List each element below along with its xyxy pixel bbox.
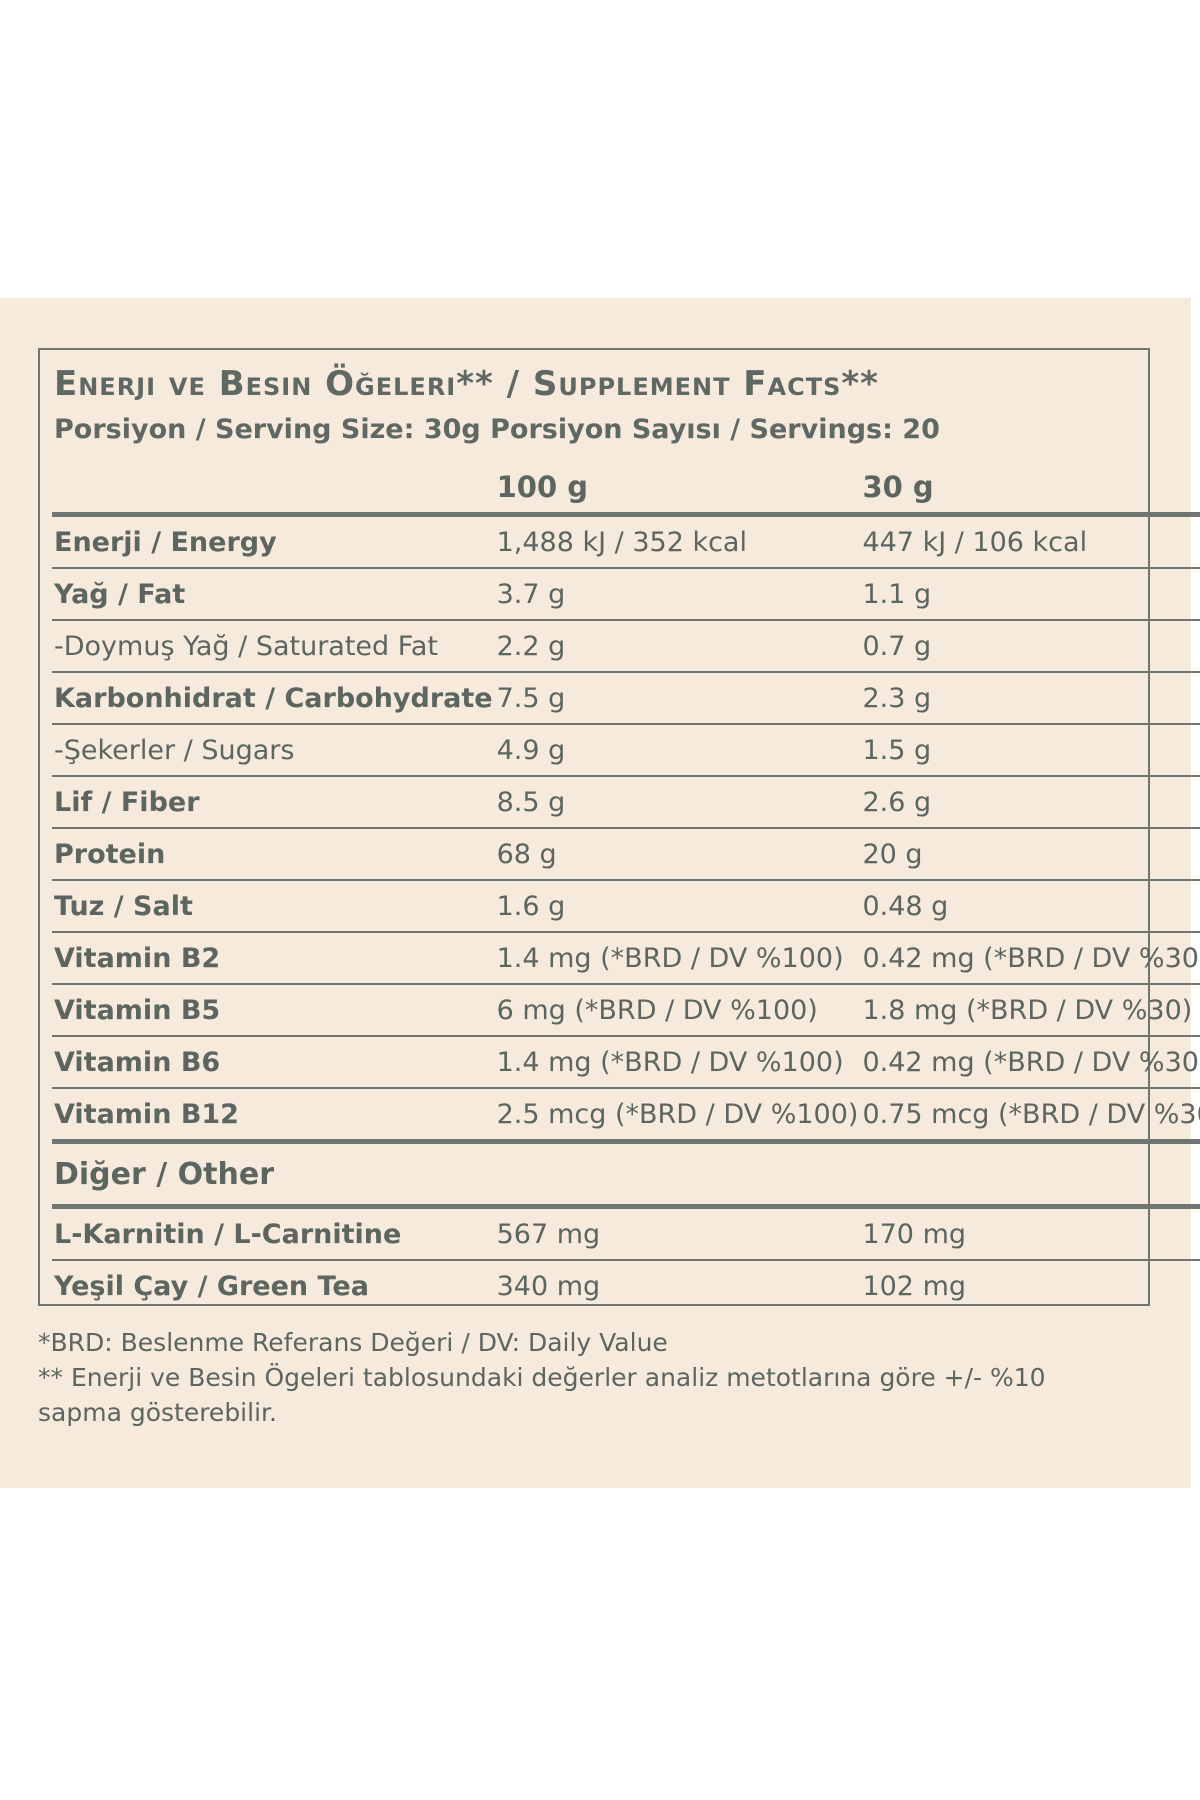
nutrient-name: Vitamin B6 — [52, 1036, 495, 1089]
value-per100: 8.5 g — [494, 776, 861, 829]
header-per100: 100 g — [494, 462, 861, 517]
table-row: Yeşil Çay / Green Tea 340 mg 102 mg — [52, 1260, 1200, 1311]
value-per30: 20 g — [860, 828, 1200, 881]
value-per100: 340 mg — [496, 1270, 601, 1302]
value-per30: 170 mg — [860, 1206, 1200, 1261]
table-row: Vitamin B6 1.4 mg (*BRD / DV %100) 0.42 … — [52, 1036, 1200, 1089]
nutrition-table: 100 g 30 g Enerji / Energy 1,488 kJ / 35… — [52, 462, 1200, 1311]
value-per30: 2.6 g — [860, 776, 1200, 829]
value-per100: 2.5 mcg (*BRD / DV %100) — [494, 1088, 861, 1144]
table-row: Protein 68 g 20 g — [52, 828, 1200, 881]
nutrient-name: Vitamin B2 — [52, 932, 495, 985]
table-row: Vitamin B5 6 mg (*BRD / DV %100) 1.8 mg … — [52, 984, 1200, 1037]
table-row: Vitamin B12 2.5 mcg (*BRD / DV %100) 0.7… — [52, 1088, 1200, 1144]
value-per100: 1.4 mg (*BRD / DV %100) — [494, 932, 861, 985]
table-row: -Şekerler / Sugars 4.9 g 1.5 g — [52, 724, 1200, 777]
nutrient-name: L-Karnitin / L-Carnitine — [52, 1206, 495, 1261]
value-per100: 1.4 mg (*BRD / DV %100) — [494, 1036, 861, 1089]
other-heading: Diğer / Other — [52, 1141, 1200, 1209]
footnote-variance: ** Enerji ve Besin Ögeleri tablosundaki … — [38, 1363, 1046, 1392]
nutrient-name: Protein — [52, 828, 495, 881]
serving-info: Porsiyon / Serving Size: 30g Porsiyon Sa… — [54, 414, 940, 445]
value-per30: 2.3 g — [860, 672, 1200, 725]
value-per30: 1.1 g — [860, 568, 1200, 621]
nutrient-name: -Şekerler / Sugars — [52, 724, 495, 777]
facts-title: Enerji ve Besin Öğeleri** / Supplement F… — [54, 364, 879, 404]
table-row: L-Karnitin / L-Carnitine 567 mg 170 mg — [52, 1206, 1200, 1261]
nutrient-name: Yağ / Fat — [52, 568, 495, 621]
table-row: Tuz / Salt 1.6 g 0.48 g — [52, 880, 1200, 933]
value-per100: 3.7 g — [494, 568, 861, 621]
table-header-row: 100 g 30 g — [52, 462, 1200, 517]
value-per100: 7.5 g — [494, 672, 861, 725]
nutrient-name: Vitamin B5 — [52, 984, 495, 1037]
value-per30: 0.7 g — [860, 620, 1200, 673]
table-row: Yağ / Fat 3.7 g 1.1 g — [52, 568, 1200, 621]
supplement-facts-box: Enerji ve Besin Öğeleri** / Supplement F… — [38, 348, 1200, 1306]
value-per100: 4.9 g — [494, 724, 861, 777]
header-per30: 30 g — [860, 462, 1200, 517]
value-per30: 447 kJ / 106 kcal — [860, 514, 1200, 569]
nutrient-name: Tuz / Salt — [52, 880, 495, 933]
footnote-variance-cont: sapma gösterebilir. — [38, 1398, 277, 1427]
footnote-brd: *BRD: Beslenme Referans Değeri / DV: Dai… — [38, 1328, 668, 1357]
value-per100: 2.2 g — [494, 620, 861, 673]
table-row: Vitamin B2 1.4 mg (*BRD / DV %100) 0.42 … — [52, 932, 1200, 985]
value-per30: 0.42 mg (*BRD / DV %30) — [860, 932, 1200, 985]
value-per100: 1.6 g — [494, 880, 861, 933]
value-per30: 1.5 g — [860, 724, 1200, 777]
other-section-header: Diğer / Other — [52, 1141, 1200, 1209]
table-row: Lif / Fiber 8.5 g 2.6 g — [52, 776, 1200, 829]
nutrient-name: -Doymuş Yağ / Saturated Fat — [52, 620, 495, 673]
header-blank — [52, 462, 495, 517]
nutrient-name: Vitamin B12 — [52, 1088, 495, 1144]
nutrient-name: Enerji / Energy — [52, 514, 495, 569]
table-row: Enerji / Energy 1,488 kJ / 352 kcal 447 … — [52, 514, 1200, 569]
footnotes: *BRD: Beslenme Referans Değeri / DV: Dai… — [38, 1325, 1158, 1430]
table-row: Karbonhidrat / Carbohydrate 7.5 g 2.3 g — [52, 672, 1200, 725]
nutrient-name: Lif / Fiber — [52, 776, 495, 829]
value-per100: 68 g — [494, 828, 861, 881]
nutrient-name: Yeşil Çay / Green Tea — [54, 1270, 369, 1302]
value-per100: 6 mg (*BRD / DV %100) — [494, 984, 861, 1037]
value-per30: 1.8 mg (*BRD / DV %30) — [860, 984, 1200, 1037]
label-panel: Enerji ve Besin Öğeleri** / Supplement F… — [0, 298, 1200, 1488]
value-per30: 102 mg — [862, 1270, 967, 1302]
table-row: -Doymuş Yağ / Saturated Fat 2.2 g 0.7 g — [52, 620, 1200, 673]
value-per30: 0.42 mg (*BRD / DV %30) — [860, 1036, 1200, 1089]
value-per30: 0.75 mcg (*BRD / DV %30) — [860, 1088, 1200, 1144]
value-per30: 0.48 g — [860, 880, 1200, 933]
value-per100: 567 mg — [494, 1206, 861, 1261]
nutrient-name: Karbonhidrat / Carbohydrate — [52, 672, 495, 725]
value-per100: 1,488 kJ / 352 kcal — [494, 514, 861, 569]
